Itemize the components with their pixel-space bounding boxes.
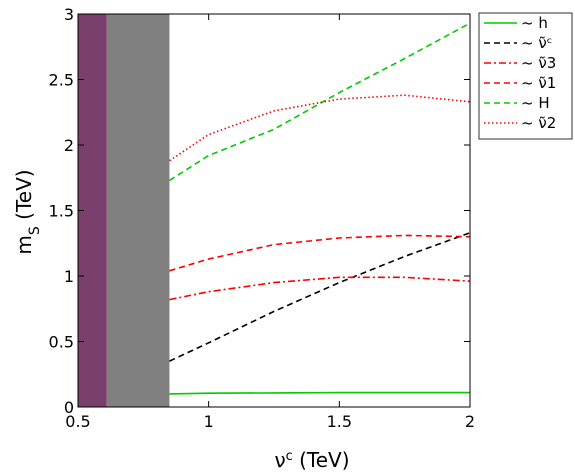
series-line-5: [169, 22, 471, 182]
legend-label: ~ h: [521, 14, 548, 32]
y-tick-label: 3: [64, 5, 74, 24]
x-tick-label: 0.5: [65, 412, 90, 431]
axis-ticks: 0.5 1 1.5 200.511.522.53: [49, 5, 476, 431]
legend-label: ~ H: [521, 94, 550, 112]
legend: ~ h ~ ν̃ᶜ ~ ν̃3 ~ ν̃1 ~ H ~ ν̃2: [478, 12, 573, 140]
y-tick-label: 0.5: [49, 333, 74, 352]
y-tick-label: 1: [64, 267, 74, 286]
x-axis-label: νc (TeV): [274, 448, 349, 472]
series-line-1: [169, 391, 470, 395]
legend-label: ~ ν̃3: [521, 54, 556, 72]
y-tick-label: 2.5: [49, 71, 74, 90]
series-line-6: [169, 94, 471, 162]
series-line-2: [169, 232, 471, 362]
x-tick-label: 1: [204, 412, 214, 431]
series-lines: [169, 22, 471, 395]
legend-label: ~ ν̃1: [521, 74, 556, 92]
x-tick-label: 1.5: [327, 412, 352, 431]
series-line-3: [169, 276, 471, 301]
legend-label: ~ ν̃ᶜ: [521, 34, 552, 52]
y-tick-label: 1.5: [49, 202, 74, 221]
series-line-4: [169, 234, 471, 272]
excluded-region-2: [106, 14, 170, 407]
legend-box: [478, 12, 573, 140]
legend-label: ~ ν̃2: [521, 114, 556, 132]
x-tick-label: 2: [465, 412, 475, 431]
y-tick-label: 0: [64, 398, 74, 417]
y-tick-label: 2: [64, 136, 74, 155]
excluded-regions: [78, 14, 170, 407]
y-axis-label: mS (TeV): [12, 169, 43, 254]
